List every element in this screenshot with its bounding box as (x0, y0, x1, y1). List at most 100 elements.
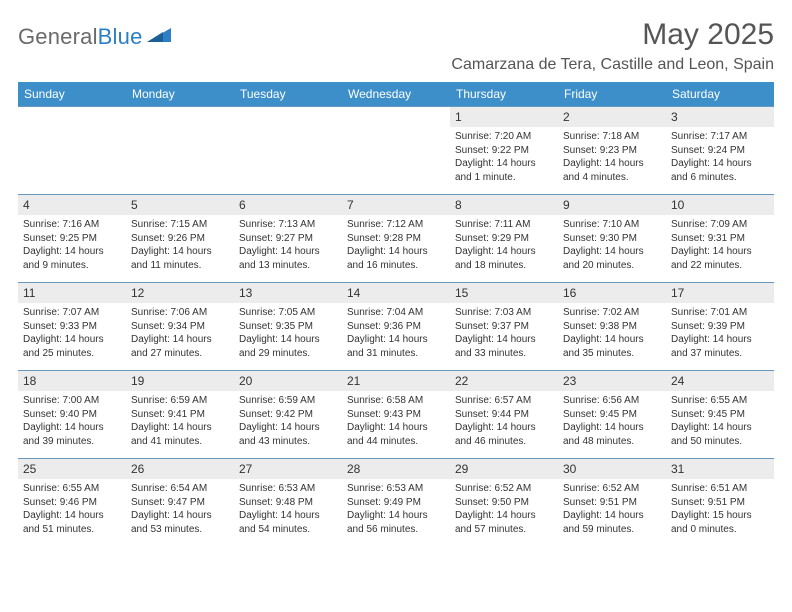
sunrise-text: Sunrise: 6:54 AM (131, 482, 229, 496)
daylight-text: Daylight: 14 hours (239, 509, 337, 523)
sunset-text: Sunset: 9:31 PM (671, 232, 769, 246)
day-cell: 26Sunrise: 6:54 AMSunset: 9:47 PMDayligh… (126, 458, 234, 546)
day-cell: 6Sunrise: 7:13 AMSunset: 9:27 PMDaylight… (234, 194, 342, 282)
day-cell: 31Sunrise: 6:51 AMSunset: 9:51 PMDayligh… (666, 458, 774, 546)
day-headers-row: SundayMondayTuesdayWednesdayThursdayFrid… (18, 82, 774, 106)
sunset-text: Sunset: 9:46 PM (23, 496, 121, 510)
day-cell: 8Sunrise: 7:11 AMSunset: 9:29 PMDaylight… (450, 194, 558, 282)
daylight-text: and 1 minute. (455, 171, 553, 185)
sunset-text: Sunset: 9:42 PM (239, 408, 337, 422)
sunset-text: Sunset: 9:23 PM (563, 144, 661, 158)
daylight-text: Daylight: 14 hours (239, 245, 337, 259)
daylight-text: Daylight: 14 hours (239, 333, 337, 347)
daylight-text: and 39 minutes. (23, 435, 121, 449)
day-header: Saturday (666, 82, 774, 106)
sunset-text: Sunset: 9:27 PM (239, 232, 337, 246)
day-number: 24 (666, 371, 774, 391)
sunset-text: Sunset: 9:45 PM (563, 408, 661, 422)
day-number: 29 (450, 459, 558, 479)
daylight-text: and 29 minutes. (239, 347, 337, 361)
sunset-text: Sunset: 9:41 PM (131, 408, 229, 422)
daylight-text: Daylight: 14 hours (347, 421, 445, 435)
day-number: 17 (666, 283, 774, 303)
sunrise-text: Sunrise: 7:00 AM (23, 394, 121, 408)
day-number: 26 (126, 459, 234, 479)
day-cell: 16Sunrise: 7:02 AMSunset: 9:38 PMDayligh… (558, 282, 666, 370)
daylight-text: Daylight: 14 hours (131, 245, 229, 259)
sunset-text: Sunset: 9:38 PM (563, 320, 661, 334)
day-cell: 13Sunrise: 7:05 AMSunset: 9:35 PMDayligh… (234, 282, 342, 370)
daylight-text: and 56 minutes. (347, 523, 445, 537)
sunset-text: Sunset: 9:45 PM (671, 408, 769, 422)
sunset-text: Sunset: 9:24 PM (671, 144, 769, 158)
day-cell: 15Sunrise: 7:03 AMSunset: 9:37 PMDayligh… (450, 282, 558, 370)
daylight-text: and 25 minutes. (23, 347, 121, 361)
sunset-text: Sunset: 9:48 PM (239, 496, 337, 510)
daylight-text: and 13 minutes. (239, 259, 337, 273)
daylight-text: and 16 minutes. (347, 259, 445, 273)
sunset-text: Sunset: 9:34 PM (131, 320, 229, 334)
daylight-text: and 20 minutes. (563, 259, 661, 273)
logo-word1: General (18, 24, 98, 49)
day-cell: 9Sunrise: 7:10 AMSunset: 9:30 PMDaylight… (558, 194, 666, 282)
day-cell: 24Sunrise: 6:55 AMSunset: 9:45 PMDayligh… (666, 370, 774, 458)
day-number: 25 (18, 459, 126, 479)
sunset-text: Sunset: 9:39 PM (671, 320, 769, 334)
empty-cell (18, 106, 126, 194)
daylight-text: Daylight: 14 hours (455, 157, 553, 171)
daylight-text: and 0 minutes. (671, 523, 769, 537)
daylight-text: and 31 minutes. (347, 347, 445, 361)
day-cell: 5Sunrise: 7:15 AMSunset: 9:26 PMDaylight… (126, 194, 234, 282)
daylight-text: Daylight: 14 hours (239, 421, 337, 435)
day-number: 1 (450, 107, 558, 127)
sunrise-text: Sunrise: 7:15 AM (131, 218, 229, 232)
sunrise-text: Sunrise: 7:11 AM (455, 218, 553, 232)
daylight-text: Daylight: 14 hours (23, 333, 121, 347)
daylight-text: and 35 minutes. (563, 347, 661, 361)
day-number: 21 (342, 371, 450, 391)
day-number: 4 (18, 195, 126, 215)
day-number: 27 (234, 459, 342, 479)
daylight-text: Daylight: 14 hours (23, 509, 121, 523)
daylight-text: and 11 minutes. (131, 259, 229, 273)
day-header: Thursday (450, 82, 558, 106)
sunset-text: Sunset: 9:40 PM (23, 408, 121, 422)
weeks-container: 1Sunrise: 7:20 AMSunset: 9:22 PMDaylight… (18, 106, 774, 546)
sunrise-text: Sunrise: 6:55 AM (671, 394, 769, 408)
sunrise-text: Sunrise: 7:01 AM (671, 306, 769, 320)
day-cell: 14Sunrise: 7:04 AMSunset: 9:36 PMDayligh… (342, 282, 450, 370)
sunset-text: Sunset: 9:43 PM (347, 408, 445, 422)
daylight-text: Daylight: 14 hours (563, 421, 661, 435)
day-header: Monday (126, 82, 234, 106)
sunrise-text: Sunrise: 6:51 AM (671, 482, 769, 496)
sunrise-text: Sunrise: 7:03 AM (455, 306, 553, 320)
day-number: 31 (666, 459, 774, 479)
day-number: 22 (450, 371, 558, 391)
week-row: 11Sunrise: 7:07 AMSunset: 9:33 PMDayligh… (18, 282, 774, 370)
day-cell: 2Sunrise: 7:18 AMSunset: 9:23 PMDaylight… (558, 106, 666, 194)
sunset-text: Sunset: 9:51 PM (671, 496, 769, 510)
daylight-text: Daylight: 14 hours (563, 157, 661, 171)
daylight-text: and 41 minutes. (131, 435, 229, 449)
day-number: 6 (234, 195, 342, 215)
daylight-text: and 43 minutes. (239, 435, 337, 449)
sunset-text: Sunset: 9:35 PM (239, 320, 337, 334)
day-cell: 27Sunrise: 6:53 AMSunset: 9:48 PMDayligh… (234, 458, 342, 546)
sunset-text: Sunset: 9:22 PM (455, 144, 553, 158)
daylight-text: Daylight: 14 hours (563, 245, 661, 259)
sunrise-text: Sunrise: 6:59 AM (131, 394, 229, 408)
sunrise-text: Sunrise: 7:10 AM (563, 218, 661, 232)
sunset-text: Sunset: 9:33 PM (23, 320, 121, 334)
empty-cell (126, 106, 234, 194)
week-row: 1Sunrise: 7:20 AMSunset: 9:22 PMDaylight… (18, 106, 774, 194)
day-cell: 21Sunrise: 6:58 AMSunset: 9:43 PMDayligh… (342, 370, 450, 458)
sunrise-text: Sunrise: 7:12 AM (347, 218, 445, 232)
daylight-text: and 37 minutes. (671, 347, 769, 361)
daylight-text: and 27 minutes. (131, 347, 229, 361)
day-number: 30 (558, 459, 666, 479)
daylight-text: Daylight: 14 hours (347, 509, 445, 523)
daylight-text: Daylight: 14 hours (131, 509, 229, 523)
daylight-text: and 57 minutes. (455, 523, 553, 537)
daylight-text: Daylight: 14 hours (455, 333, 553, 347)
sunset-text: Sunset: 9:50 PM (455, 496, 553, 510)
